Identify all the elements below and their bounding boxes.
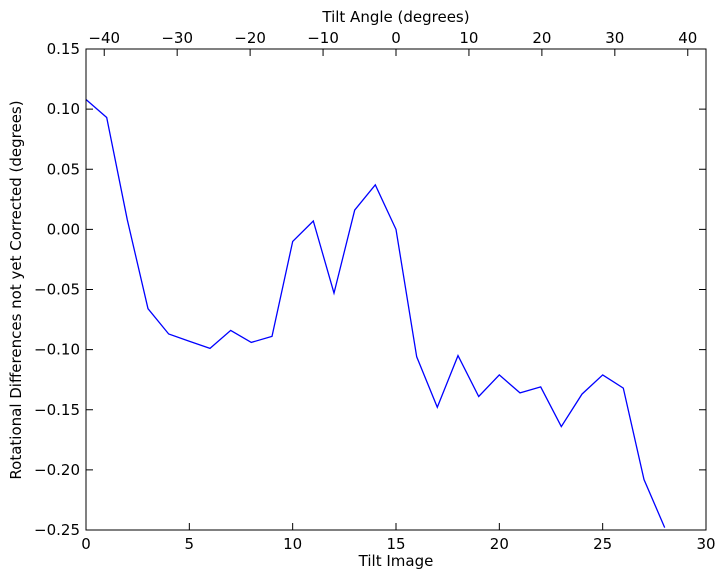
y-tick-label: −0.10 — [34, 341, 80, 359]
x-tick-label: 30 — [696, 535, 715, 553]
top-tick-label: 30 — [605, 29, 624, 47]
top-tick-label: −30 — [161, 29, 193, 47]
top-tick-label: −10 — [307, 29, 339, 47]
series-line — [85, 99, 666, 528]
top-axis-title: Tilt Angle (degrees) — [321, 8, 469, 26]
plot-frame — [85, 48, 707, 531]
y-tick-label: −0.25 — [34, 521, 80, 539]
x-axis-title: Tilt Image — [358, 552, 434, 570]
axis-ticks — [85, 48, 707, 531]
top-tick-label: −40 — [88, 29, 120, 47]
tick-labels: 0 5 10 15 20 25 30 0.15 0.10 0.05 0.00 −0.05 −0.10 −0… — [34, 29, 716, 553]
y-tick-label: 0.00 — [47, 220, 80, 238]
y-tick-label: −0.05 — [34, 281, 80, 299]
y-tick-label: −0.15 — [34, 401, 80, 419]
x-tick-label: 10 — [283, 535, 302, 553]
x-tick-label: 5 — [185, 535, 195, 553]
top-tick-label: 40 — [678, 29, 697, 47]
x-tick-label: 0 — [81, 535, 91, 553]
top-tick-label: 20 — [532, 29, 551, 47]
top-tick-label: −20 — [234, 29, 266, 47]
y-tick-label: 0.05 — [47, 160, 80, 178]
top-tick-label: 0 — [391, 29, 401, 47]
x-tick-label: 20 — [490, 535, 509, 553]
y-tick-label: 0.15 — [47, 40, 80, 58]
y-tick-label: 0.10 — [47, 100, 80, 118]
x-tick-label: 25 — [593, 535, 612, 553]
top-tick-label: 10 — [459, 29, 478, 47]
x-tick-label: 15 — [386, 535, 405, 553]
plot-area — [85, 48, 707, 531]
y-axis-title: Rotational Differences not yet Corrected… — [7, 100, 25, 479]
y-tick-label: −0.20 — [34, 461, 80, 479]
